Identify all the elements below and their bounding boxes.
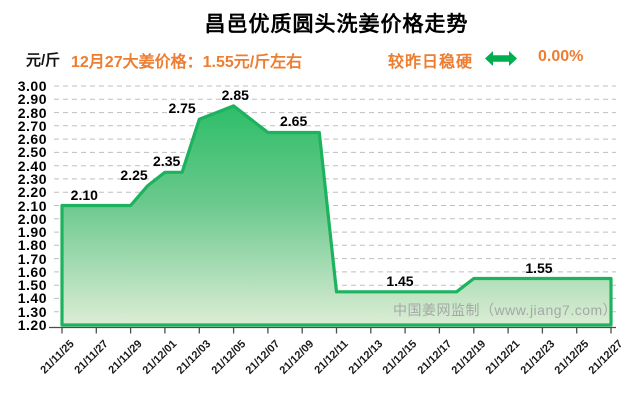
data-label: 2.75 bbox=[168, 100, 196, 117]
price-series bbox=[60, 104, 613, 327]
data-label: 2.85 bbox=[221, 86, 249, 103]
data-label: 2.10 bbox=[70, 186, 98, 203]
y-axis-label: 1.30 bbox=[17, 303, 47, 320]
y-axis-label: 2.70 bbox=[17, 117, 47, 134]
trend-label: 较昨日稳硬 bbox=[388, 54, 474, 71]
left-right-arrow-icon bbox=[485, 50, 517, 72]
price-note: 12月27大姜价格：1.55元/斤左右 bbox=[71, 54, 303, 71]
price-area bbox=[60, 104, 613, 327]
trend-percentage: 0.00% bbox=[538, 48, 584, 65]
y-axis-label: 2.80 bbox=[17, 104, 47, 121]
data-label: 2.25 bbox=[120, 166, 148, 183]
watermark: 中国姜网监制（www.jiang7.com） bbox=[393, 302, 618, 318]
y-axis-label: 2.60 bbox=[17, 131, 47, 148]
y-axis-label: 2.40 bbox=[17, 157, 47, 174]
y-axis-label: 2.30 bbox=[17, 170, 47, 187]
trend-arrow-path bbox=[485, 50, 517, 67]
y-axis-label: 1.60 bbox=[17, 263, 47, 280]
y-axis-label: 1.90 bbox=[17, 224, 47, 241]
y-axis-label: 2.00 bbox=[17, 210, 47, 227]
data-label: 2.65 bbox=[279, 113, 308, 130]
y-axis-label: 2.50 bbox=[17, 144, 47, 161]
y-axis-label: 2.10 bbox=[17, 197, 47, 214]
y-axis-label: 1.50 bbox=[17, 277, 47, 294]
y-axis-label: 2.90 bbox=[17, 91, 47, 108]
data-label: 1.45 bbox=[386, 272, 414, 289]
data-label: 1.55 bbox=[525, 259, 553, 276]
data-label: 2.35 bbox=[153, 153, 181, 170]
chart-title: 昌邑优质圆头洗姜价格走势 bbox=[204, 13, 469, 36]
y-axis-label: 2.20 bbox=[17, 184, 47, 201]
y-axis-unit-label: 元/斤 bbox=[26, 52, 61, 69]
x-axis bbox=[49, 326, 616, 334]
y-axis-label: 1.40 bbox=[17, 290, 47, 307]
y-axis-label: 1.70 bbox=[17, 250, 47, 267]
y-axis-label: 3.00 bbox=[17, 78, 47, 94]
y-axis-label: 1.80 bbox=[17, 237, 47, 254]
y-axis-label: 1.20 bbox=[17, 317, 47, 333]
